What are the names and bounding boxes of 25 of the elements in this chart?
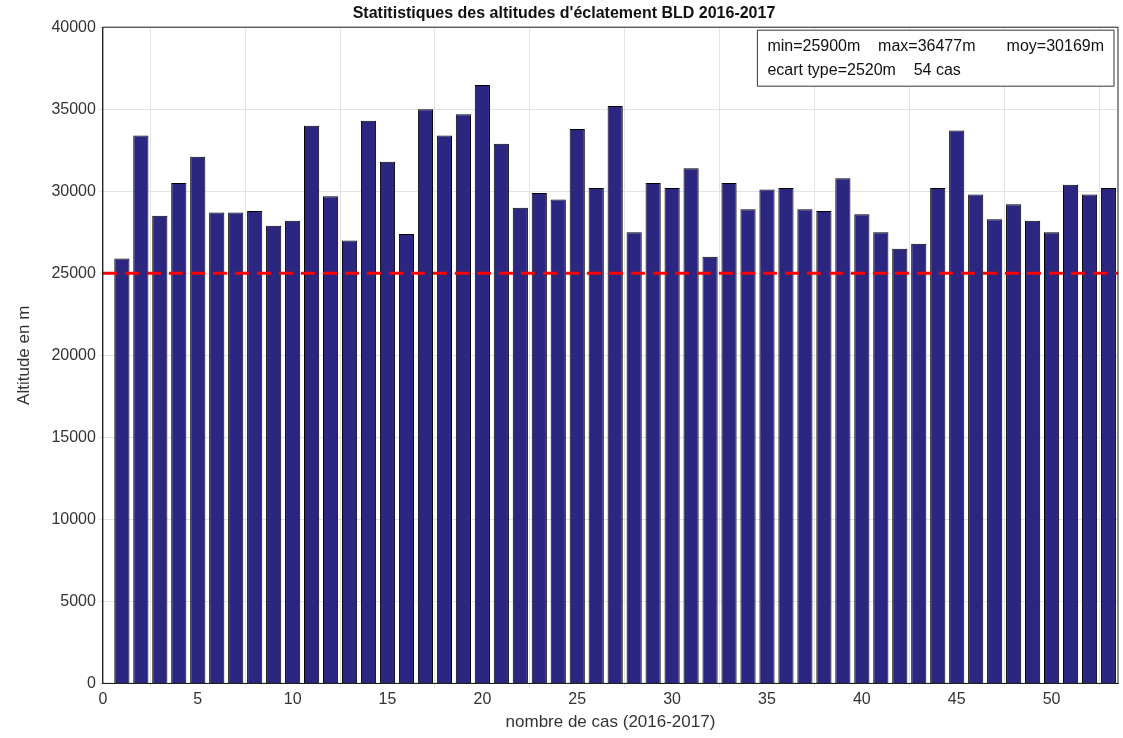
y-tick-label: 0 — [86, 673, 96, 691]
y-tick-label: 40000 — [51, 17, 96, 35]
x-tick-label: 20 — [473, 690, 492, 708]
annotation: min=25900m max=36477m moy=30169m — [767, 36, 1104, 54]
y-tick-label: 10000 — [51, 509, 96, 527]
y-tick-label: 5000 — [60, 591, 96, 609]
annotation: ecart type=2520m 54 cas — [767, 60, 961, 78]
x-tick-label: 45 — [947, 690, 966, 708]
x-tick-label: 0 — [98, 690, 108, 708]
x-tick-label: 25 — [568, 690, 587, 708]
y-tick-label: 35000 — [51, 99, 96, 117]
y-tick-label: 15000 — [51, 427, 96, 445]
x-tick-label: 35 — [758, 690, 776, 708]
x-tick-label: 30 — [663, 690, 682, 708]
chart-title: Statitistiques des altitudes d'éclatement BLD 2016-2017 — [352, 4, 776, 22]
y-tick-label: 20000 — [51, 345, 96, 363]
x-tick-label: 40 — [852, 690, 871, 708]
y-tick-label: 30000 — [51, 181, 96, 199]
x-axis-title: nombre de cas (2016-2017) — [505, 712, 716, 732]
y-axis-title: Altitude en m — [13, 305, 33, 405]
x-tick-label: 15 — [378, 690, 397, 708]
x-tick-label: 50 — [1042, 690, 1061, 708]
x-tick-label: 10 — [283, 690, 302, 708]
x-tick-label: 5 — [193, 690, 203, 708]
y-tick-label: 25000 — [51, 263, 96, 281]
